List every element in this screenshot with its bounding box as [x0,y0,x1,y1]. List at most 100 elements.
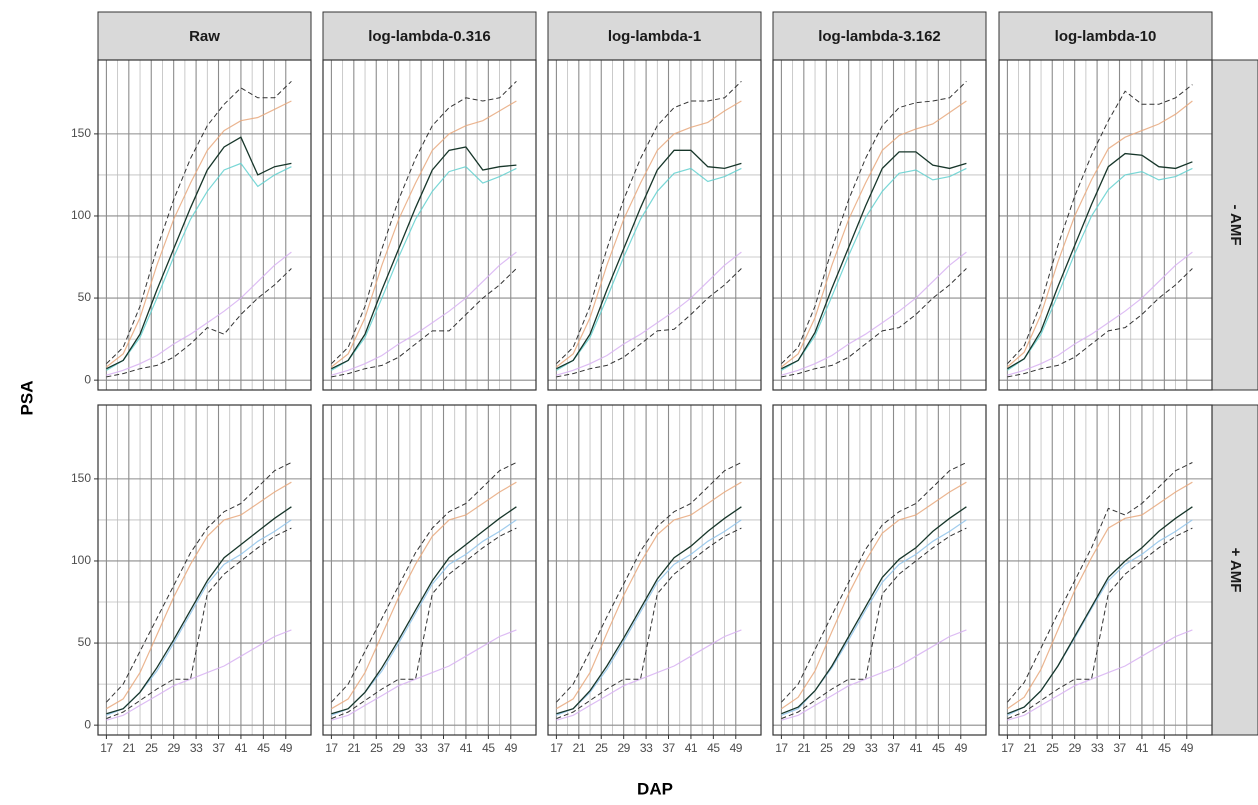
panel-border [772,59,987,391]
facet-label: log-lambda-10 [1055,28,1157,45]
facet-label: log-lambda-0.316 [368,28,491,45]
x-tick-label: 29 [167,741,180,755]
x-tick-label: 45 [482,741,495,755]
series-line [1007,527,1193,720]
series-line [106,136,292,370]
series-line [1007,251,1193,376]
panel-border [97,59,312,391]
x-tick-label: 37 [662,741,675,755]
y-tick-label: 150 [71,126,91,140]
x-tick-label: 49 [730,741,743,755]
facet-label: Raw [189,28,220,45]
x-tick-label: 37 [212,741,225,755]
x-tick-label: 29 [617,741,630,755]
x-tick-label: 17 [550,741,563,755]
series-line [106,527,292,720]
facet-strip [772,11,987,61]
series-line [556,80,742,365]
panel-border [547,59,762,391]
x-tick-label: 17 [1001,741,1014,755]
x-tick-label: 17 [100,741,113,755]
series-line [1007,481,1193,710]
x-tick-label: 21 [573,741,586,755]
facet-strip [97,11,312,61]
x-tick-label: 49 [1181,741,1194,755]
x-tick-label: 25 [820,741,833,755]
x-tick-label: 25 [595,741,608,755]
x-tick-label: 33 [865,741,878,755]
series-line [331,506,517,715]
series-line [106,162,292,371]
series-line [331,462,517,703]
x-tick-label: 49 [505,741,518,755]
series-line [1007,152,1193,370]
x-tick-label: 33 [1091,741,1104,755]
panel-border [772,404,987,736]
x-tick-label: 29 [1068,741,1081,755]
series-line [1007,84,1193,365]
facet-label: - AMF [1227,204,1244,245]
x-tick-label: 21 [348,741,361,755]
y-tick-label: 50 [78,290,92,304]
series-line [331,251,517,376]
x-tick-label: 49 [955,741,968,755]
series-line [556,167,742,371]
x-axis-title: DAP [637,779,673,798]
x-tick-label: 45 [932,741,945,755]
x-tick-label: 29 [842,741,855,755]
series-line [556,251,742,376]
x-tick-label: 41 [460,741,473,755]
series-line [556,149,742,370]
series-line [781,100,967,368]
x-tick-label: 33 [640,741,653,755]
x-tick-label: 45 [1158,741,1171,755]
panel-background [999,60,1212,390]
x-tick-label: 33 [415,741,428,755]
y-tick-label: 150 [71,471,91,485]
series-line [331,629,517,721]
x-tick-label: 45 [257,741,270,755]
series-line [1007,462,1193,703]
series-line [556,527,742,720]
facet-strip [547,11,762,61]
series-line [781,629,967,721]
panel-background [773,405,986,735]
series-line [781,251,967,376]
panel-background [323,405,536,735]
x-tick-label: 29 [392,741,405,755]
y-tick-label: 100 [71,208,91,222]
x-tick-label: 41 [685,741,698,755]
series-line [781,462,967,703]
panel-background [323,60,536,390]
series-line [781,481,967,710]
series-line [106,80,292,365]
panel-border [322,59,537,391]
panel-background [98,60,311,390]
series-line [106,629,292,721]
series-line [1007,167,1193,371]
series-line [106,268,292,378]
series-line [556,481,742,710]
series-line [331,146,517,370]
panel-background [98,405,311,735]
x-tick-label: 33 [190,741,203,755]
x-tick-label: 37 [437,741,450,755]
y-axis-title: PSA [17,381,36,416]
y-tick-label: 0 [84,717,91,731]
facet-label: log-lambda-3.162 [818,28,941,45]
series-line [556,100,742,368]
x-tick-label: 49 [280,741,293,755]
series-line [781,80,967,365]
x-tick-label: 21 [1024,741,1037,755]
x-tick-label: 25 [145,741,158,755]
series-line [106,462,292,703]
series-line [556,629,742,721]
x-tick-label: 37 [887,741,900,755]
y-tick-label: 50 [78,635,92,649]
series-line [331,166,517,371]
panel-border [322,404,537,736]
x-tick-label: 17 [325,741,338,755]
panel-background [548,60,761,390]
series-line [331,80,517,365]
